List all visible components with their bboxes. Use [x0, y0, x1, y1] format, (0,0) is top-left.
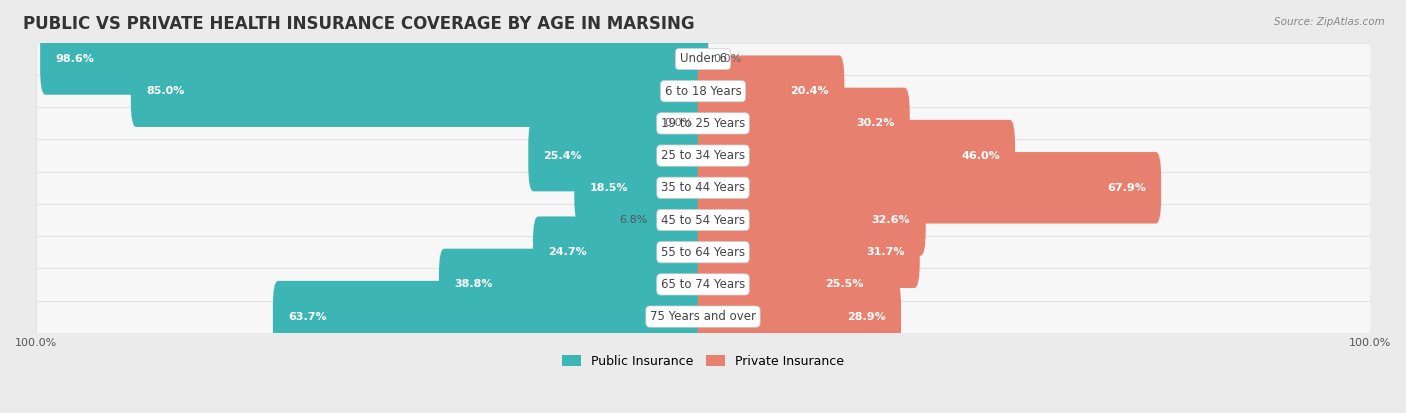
FancyBboxPatch shape [697, 216, 920, 288]
Text: Under 6: Under 6 [679, 52, 727, 66]
Bar [37, 140, 1369, 172]
Text: 35 to 44 Years: 35 to 44 Years [661, 181, 745, 194]
Bar [37, 107, 1369, 140]
FancyBboxPatch shape [697, 249, 879, 320]
Text: 25.5%: 25.5% [825, 280, 863, 290]
Bar [37, 236, 1369, 268]
FancyBboxPatch shape [652, 184, 709, 256]
Text: 28.9%: 28.9% [846, 312, 886, 322]
Bar [37, 75, 1369, 107]
Text: 30.2%: 30.2% [856, 119, 894, 128]
Text: 18.5%: 18.5% [589, 183, 628, 193]
Text: 0.0%: 0.0% [665, 119, 693, 128]
Text: 98.6%: 98.6% [55, 54, 94, 64]
Text: 25 to 34 Years: 25 to 34 Years [661, 149, 745, 162]
Text: 19 to 25 Years: 19 to 25 Years [661, 117, 745, 130]
Bar [37, 172, 1369, 204]
FancyBboxPatch shape [529, 120, 709, 191]
Text: 31.7%: 31.7% [866, 247, 904, 257]
Text: PUBLIC VS PRIVATE HEALTH INSURANCE COVERAGE BY AGE IN MARSING: PUBLIC VS PRIVATE HEALTH INSURANCE COVER… [22, 15, 695, 33]
Text: 75 Years and over: 75 Years and over [650, 310, 756, 323]
FancyBboxPatch shape [533, 216, 709, 288]
Legend: Public Insurance, Private Insurance: Public Insurance, Private Insurance [557, 350, 849, 373]
Text: 65 to 74 Years: 65 to 74 Years [661, 278, 745, 291]
FancyBboxPatch shape [697, 88, 910, 159]
FancyBboxPatch shape [697, 281, 901, 352]
Text: 6 to 18 Years: 6 to 18 Years [665, 85, 741, 98]
FancyBboxPatch shape [697, 55, 845, 127]
Bar [37, 268, 1369, 301]
Text: 67.9%: 67.9% [1107, 183, 1146, 193]
Text: 55 to 64 Years: 55 to 64 Years [661, 246, 745, 259]
Text: 63.7%: 63.7% [288, 312, 326, 322]
Text: 32.6%: 32.6% [872, 215, 911, 225]
Text: 24.7%: 24.7% [548, 247, 588, 257]
FancyBboxPatch shape [131, 55, 709, 127]
Text: 38.8%: 38.8% [454, 280, 492, 290]
Bar [37, 301, 1369, 333]
Text: 45 to 54 Years: 45 to 54 Years [661, 214, 745, 226]
FancyBboxPatch shape [273, 281, 709, 352]
FancyBboxPatch shape [574, 152, 709, 223]
FancyBboxPatch shape [41, 23, 709, 95]
Text: 20.4%: 20.4% [790, 86, 830, 96]
Text: Source: ZipAtlas.com: Source: ZipAtlas.com [1274, 17, 1385, 26]
Bar [37, 43, 1369, 75]
Text: 6.8%: 6.8% [619, 215, 648, 225]
Text: 46.0%: 46.0% [962, 151, 1000, 161]
Text: 0.0%: 0.0% [713, 54, 741, 64]
Text: 25.4%: 25.4% [544, 151, 582, 161]
FancyBboxPatch shape [697, 184, 925, 256]
FancyBboxPatch shape [697, 152, 1161, 223]
FancyBboxPatch shape [439, 249, 709, 320]
FancyBboxPatch shape [697, 120, 1015, 191]
Bar [37, 204, 1369, 236]
Text: 85.0%: 85.0% [146, 86, 184, 96]
